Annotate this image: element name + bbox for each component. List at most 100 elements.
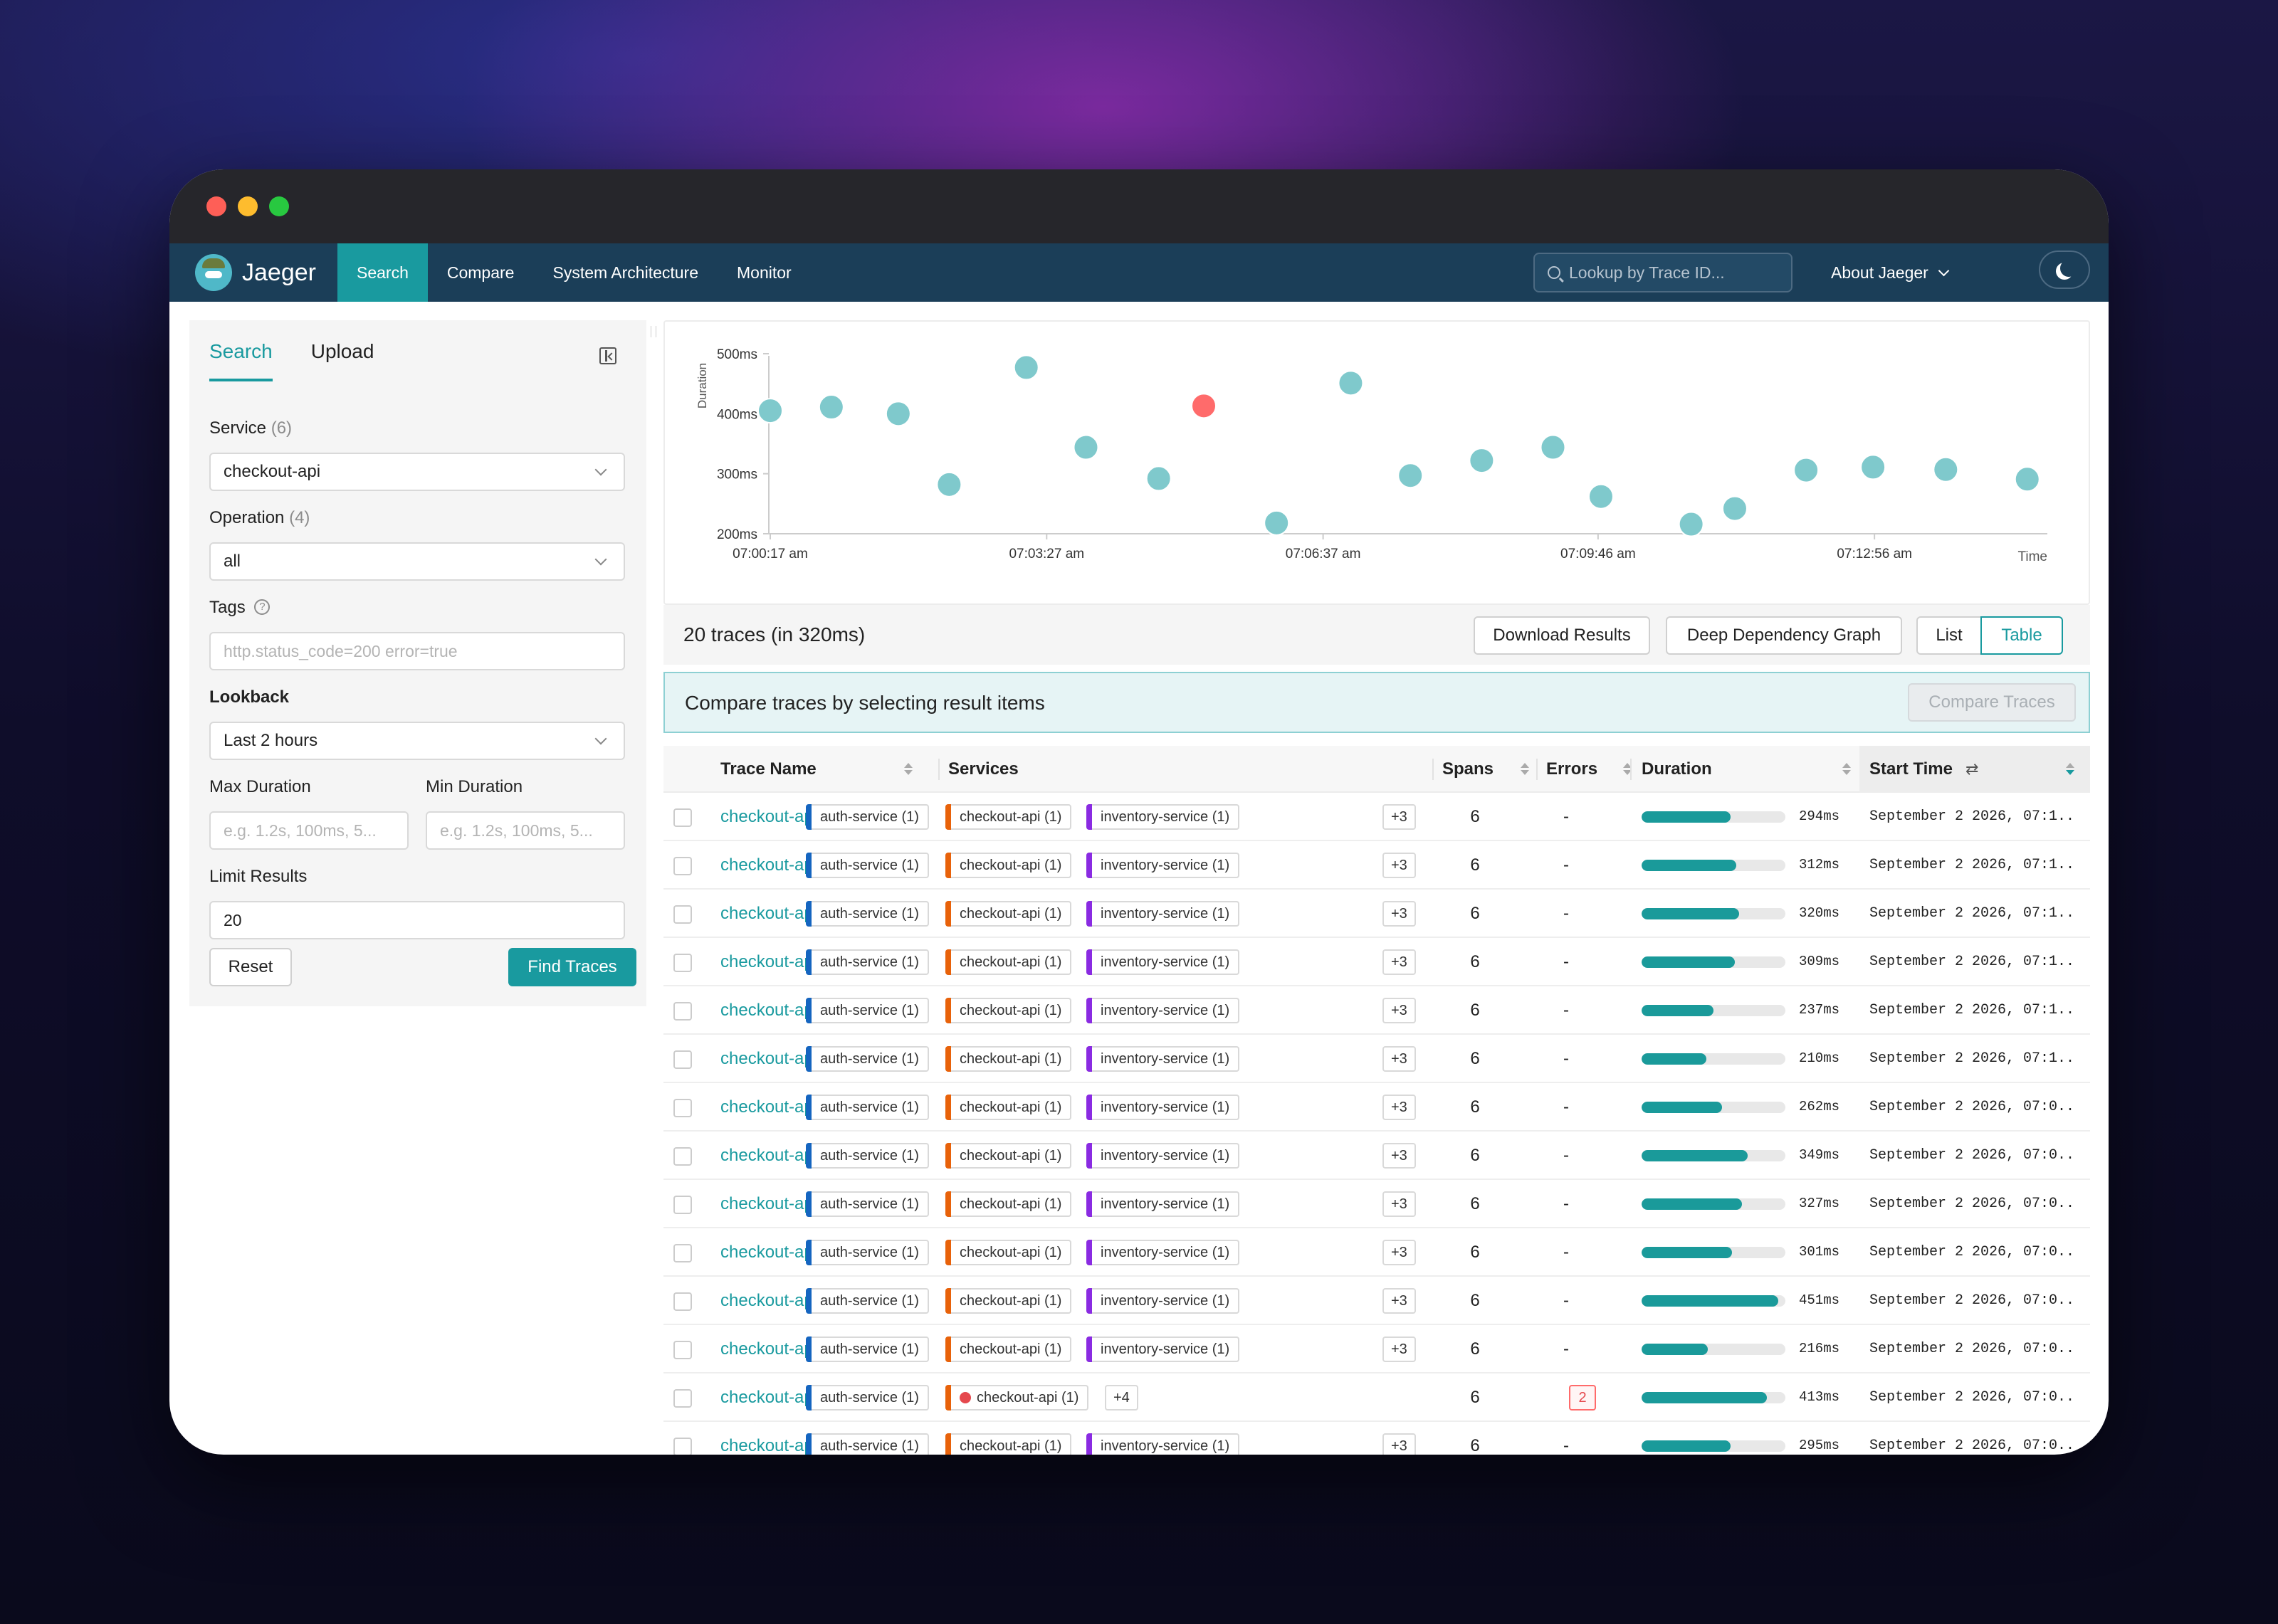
operation-select[interactable]: all xyxy=(209,542,625,581)
trace-id-input[interactable] xyxy=(1569,263,1783,283)
column-errors[interactable]: Errors xyxy=(1546,746,1639,793)
row-checkbox[interactable] xyxy=(673,1244,692,1262)
swap-icon[interactable]: ⇄ xyxy=(1965,760,1979,778)
table-row[interactable]: checkout-api: POST /api/...auth-service … xyxy=(663,938,2090,986)
deep-dependency-graph-button[interactable]: Deep Dependency Graph xyxy=(1666,616,1902,655)
table-row[interactable]: checkout-api: POST /api/...auth-service … xyxy=(663,986,2090,1035)
find-traces-button[interactable]: Find Traces xyxy=(508,948,636,986)
service-tag-auth: auth-service (1) xyxy=(806,1385,929,1411)
tab-upload[interactable]: Upload xyxy=(310,340,374,362)
lookback-select[interactable]: Last 2 hours xyxy=(209,722,625,760)
more-services-tag: +3 xyxy=(1382,1240,1416,1265)
table-view-button[interactable]: Table xyxy=(1980,616,2063,655)
maximize-window-button[interactable] xyxy=(269,196,289,216)
table-row[interactable]: checkout-api: POST /api/...auth-service … xyxy=(663,1325,2090,1373)
table-row[interactable]: checkout-api: GET /api/p...auth-service … xyxy=(663,1422,2090,1455)
duration-bar xyxy=(1642,1295,1785,1307)
service-color-stripe xyxy=(1086,1095,1092,1120)
service-tag-inventory: inventory-service (1) xyxy=(1086,998,1240,1023)
column-spans[interactable]: Spans xyxy=(1442,746,1535,793)
row-checkbox[interactable] xyxy=(673,1002,692,1021)
list-view-button[interactable]: List xyxy=(1916,616,1982,655)
service-color-stripe xyxy=(945,1143,951,1169)
column-trace-name[interactable]: Trace Name xyxy=(720,746,927,793)
nav-system-architecture[interactable]: System Architecture xyxy=(552,263,699,282)
help-icon[interactable]: ? xyxy=(254,599,271,615)
nav-compare[interactable]: Compare xyxy=(446,263,515,282)
table-row[interactable]: checkout-api: POST /api/...auth-service … xyxy=(663,1180,2090,1228)
row-checkbox[interactable] xyxy=(673,954,692,972)
service-select[interactable]: checkout-api xyxy=(209,453,625,491)
app-window: Jaeger Search Compare System Architectur… xyxy=(169,169,2109,1455)
row-checkbox[interactable] xyxy=(673,1389,692,1408)
service-color-stripe xyxy=(1086,1240,1092,1265)
service-tag-checkout: checkout-api (1) xyxy=(945,1240,1072,1265)
row-checkbox[interactable] xyxy=(673,1050,692,1069)
service-tag-label: checkout-api (1) xyxy=(960,1002,1062,1018)
chevron-down-icon xyxy=(1938,265,1950,276)
service-tag-label: inventory-service (1) xyxy=(1101,1341,1230,1357)
row-checkbox[interactable] xyxy=(673,905,692,924)
duration-bar xyxy=(1642,908,1785,919)
column-start-time[interactable]: Start Time ⇄ xyxy=(1859,746,2090,793)
duration-bar xyxy=(1642,1198,1785,1210)
spans-count: 6 xyxy=(1470,1243,1480,1262)
errors-count: - xyxy=(1563,1001,1569,1020)
min-duration-input[interactable] xyxy=(426,811,625,850)
table-row[interactable]: checkout-api: POST /api/...auth-service … xyxy=(663,793,2090,841)
about-jaeger-menu[interactable]: About Jaeger xyxy=(1831,243,1950,302)
row-checkbox[interactable] xyxy=(673,857,692,875)
nav-monitor[interactable]: Monitor xyxy=(737,263,792,282)
spans-count: 6 xyxy=(1470,1436,1480,1455)
row-checkbox[interactable] xyxy=(673,808,692,827)
service-color-stripe xyxy=(945,1336,951,1362)
table-row[interactable]: checkout-api: POST /api/...auth-service … xyxy=(663,1373,2090,1422)
table-row[interactable]: checkout-api: GET /api/p...auth-service … xyxy=(663,1035,2090,1083)
window-titlebar xyxy=(169,169,2109,243)
nav-search[interactable]: Search xyxy=(337,243,428,302)
theme-toggle-button[interactable] xyxy=(2039,251,2090,289)
panel-resize-handle[interactable] xyxy=(651,326,656,337)
reset-button[interactable]: Reset xyxy=(209,948,292,986)
duration-value: 320ms xyxy=(1798,905,1839,921)
download-results-button[interactable]: Download Results xyxy=(1474,616,1650,655)
row-checkbox[interactable] xyxy=(673,1438,692,1455)
service-color-stripe xyxy=(945,1433,951,1455)
table-row[interactable]: checkout-api: GET /api/p...auth-service … xyxy=(663,1228,2090,1277)
collapse-panel-icon[interactable] xyxy=(599,347,616,364)
row-checkbox[interactable] xyxy=(673,1341,692,1359)
service-tag-inventory: inventory-service (1) xyxy=(1086,1143,1240,1169)
row-checkbox[interactable] xyxy=(673,1292,692,1311)
service-color-stripe xyxy=(945,1095,951,1120)
brand-link[interactable]: Jaeger xyxy=(195,243,337,302)
operation-label-text: Operation xyxy=(209,508,285,527)
max-duration-input[interactable] xyxy=(209,811,409,850)
table-row[interactable]: checkout-api: GET /api/c...auth-service … xyxy=(663,1277,2090,1325)
tags-input[interactable] xyxy=(209,632,625,670)
table-row[interactable]: checkout-api: GET /api/c...auth-service … xyxy=(663,1083,2090,1132)
sort-up-icon xyxy=(2066,763,2074,768)
row-checkbox[interactable] xyxy=(673,1147,692,1166)
more-services-tag: +3 xyxy=(1382,1433,1416,1455)
service-tag-label: auth-service (1) xyxy=(820,954,919,970)
service-tag-label: inventory-service (1) xyxy=(1101,1050,1230,1067)
column-duration[interactable]: Duration xyxy=(1642,746,1855,793)
table-row[interactable]: checkout-api: GET /api/p...auth-service … xyxy=(663,841,2090,890)
compare-traces-button[interactable]: Compare Traces xyxy=(1908,683,2076,722)
close-window-button[interactable] xyxy=(206,196,226,216)
spans-count: 6 xyxy=(1470,855,1480,875)
minimize-window-button[interactable] xyxy=(238,196,258,216)
service-tag-inventory: inventory-service (1) xyxy=(1086,804,1240,830)
service-tag-auth: auth-service (1) xyxy=(806,1336,929,1362)
errors-count: - xyxy=(1563,1243,1569,1262)
table-row[interactable]: checkout-api: POST /api/...auth-service … xyxy=(663,1132,2090,1180)
tab-search[interactable]: Search xyxy=(209,340,273,381)
max-duration-label: Max Duration xyxy=(209,777,311,796)
limit-results-input[interactable] xyxy=(209,901,625,939)
table-row[interactable]: checkout-api: GET /api/c...auth-service … xyxy=(663,890,2090,938)
service-count: (6) xyxy=(271,418,293,438)
service-color-stripe xyxy=(945,1288,951,1314)
row-checkbox[interactable] xyxy=(673,1099,692,1117)
row-checkbox[interactable] xyxy=(673,1196,692,1214)
duration-bar xyxy=(1642,1440,1785,1452)
